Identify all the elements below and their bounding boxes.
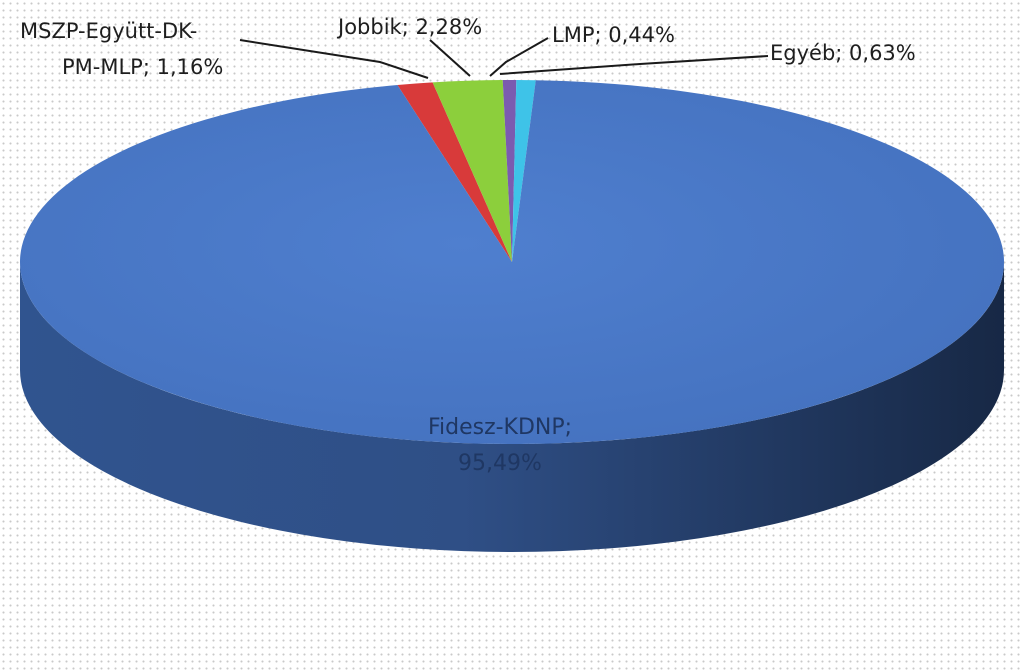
slice-lmp [502, 79, 517, 262]
data-label-jobbik: Jobbik; 2,28% [336, 15, 482, 39]
leader-line-lmp [489, 37, 549, 77]
data-label-mszp-line2: PM-MLP; 1,16% [62, 55, 223, 79]
slice-jobbik [432, 80, 512, 262]
leader-line-mszp [239, 39, 429, 79]
data-label-egyeb: Egyéb; 0,63% [770, 41, 916, 65]
data-label-fidesz-line1: Fidesz-KDNP; [428, 415, 572, 440]
data-label-mszp-line1: MSZP-Együtt-DK- [20, 19, 197, 43]
pie-side-wall [20, 262, 1004, 552]
slice-egyeb [512, 80, 536, 263]
leader-lines [239, 37, 769, 79]
slice-fidesz-kdnp [19, 80, 1004, 444]
leader-line-jobbik [429, 39, 471, 77]
pie-slices [19, 79, 1004, 444]
data-label-fidesz-line2: 95,49% [458, 451, 542, 476]
leader-line-egyeb [499, 55, 769, 75]
data-label-lmp: LMP; 0,44% [552, 23, 675, 47]
slice-mszp [397, 82, 512, 262]
